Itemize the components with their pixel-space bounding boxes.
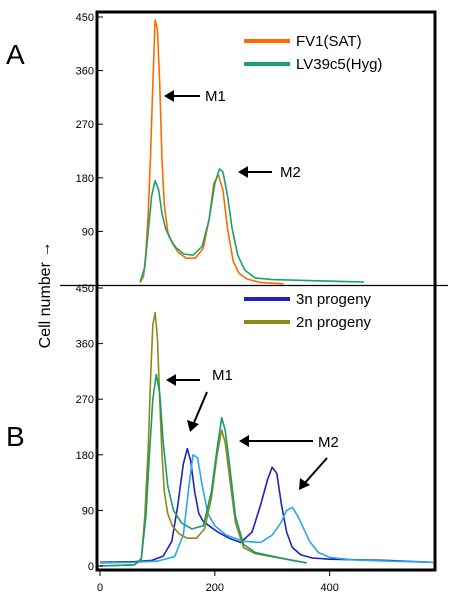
panel-b-series-line-3 [99,373,307,567]
panel-b-x-tick-label: 200 [206,582,224,594]
annotation-b-m1-arrow [192,391,208,426]
panel-b-series-line-0 [99,447,434,564]
annotation-a-m1: M1 [164,88,226,105]
panel-a-y-ticks: 90 180 270 360 450 [76,12,103,238]
panel-b-series-line-2 [99,311,307,567]
annotation-b-m2-arrow-2 [303,457,328,485]
panel-b-y-tick-label: 180 [76,450,94,462]
panel-a: 90 180 270 360 450 FV1(SAT) LV39c5(Hyg) M1 M2 [76,12,382,285]
panel-b-x-ticks: 0 200 400 [97,570,339,594]
panel-a-series-line-1 [139,168,365,283]
plot-frame [95,10,437,572]
panel-b-legend: 3n progeny 2n progeny [244,291,372,331]
panel-b-x-tick-label: 0 [97,582,103,594]
panel-a-legend-label: LV39c5(Hyg) [296,56,382,73]
panel-b-x-tick-label: 400 [320,582,338,594]
panel-b-series [99,311,434,567]
panel-a-legend: FV1(SAT) LV39c5(Hyg) [244,33,382,73]
panel-b-y-tick-label: 0 [88,561,94,573]
panel-b-series-line-1 [99,453,434,564]
annotation-a-m2-label: M2 [280,164,301,181]
panel-a-legend-label: FV1(SAT) [296,33,362,50]
annotation-b-m2-arrowhead [239,435,249,447]
panel-a-y-tick-label: 90 [82,226,94,238]
annotation-a-m2-arrowhead [238,166,248,178]
annotation-a-m2: M2 [238,164,301,181]
panel-a-series-line-0 [139,19,284,285]
panel-b-legend-label: 2n progeny [296,314,372,331]
annotation-b-m1-label: M1 [212,367,233,384]
annotation-b-m2: M2 [239,434,339,490]
annotation-b-m2-arrowhead-2 [299,478,310,490]
y-axis-label: Cell number → [37,242,54,349]
annotation-b-m1-left-arrowhead [166,374,176,386]
panel-a-y-tick-label: 180 [76,173,94,185]
panel-b-y-tick-label: 270 [76,394,94,406]
panel-a-series [139,19,365,285]
annotation-b-m1: M1 [187,367,233,432]
panel-a-y-tick-label: 270 [76,119,94,131]
panel-a-letter: A [6,39,25,70]
panel-b-legend-label: 3n progeny [296,291,372,308]
panel-b-y-ticks: 0 90 180 270 360 450 [76,283,103,573]
panel-b-letter: B [6,421,25,452]
panel-b-y-tick-label: 360 [76,339,94,351]
panel-a-y-tick-label: 360 [76,66,94,78]
annotation-b-m1-arrowhead [187,420,199,432]
annotation-b-m2-label: M2 [318,434,339,451]
panel-b-y-tick-label: 450 [76,283,94,295]
annotation-a-m1-label: M1 [205,88,226,105]
panel-b: 0 90 180 270 360 450 0 200 400 3n progeny 2n pro… [76,283,434,594]
annotation-b-m1-left [166,374,200,386]
panel-a-y-tick-label: 450 [76,12,94,24]
panel-b-y-tick-label: 90 [82,505,94,517]
annotation-a-m1-arrowhead [164,90,174,102]
